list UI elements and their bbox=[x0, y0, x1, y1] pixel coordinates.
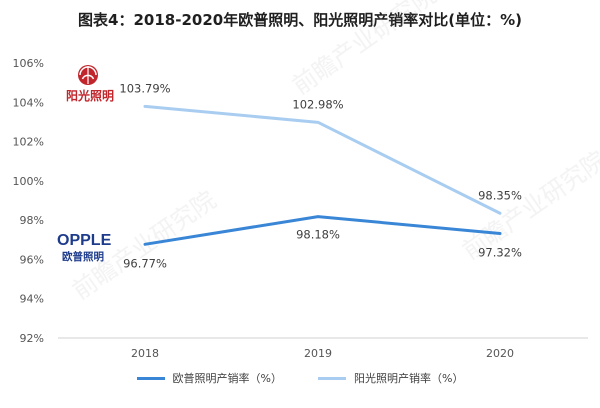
y-tick-label: 98% bbox=[20, 214, 44, 227]
y-tick-label: 94% bbox=[20, 293, 44, 306]
data-label-opple: 98.18% bbox=[296, 228, 340, 242]
y-tick-label: 104% bbox=[13, 96, 44, 109]
data-label-sunshine: 102.98% bbox=[292, 97, 343, 111]
data-labels: 96.77% 98.18% 97.32% 103.79% 102.98% 98.35% bbox=[119, 81, 522, 270]
x-axis: 2018 2019 2020 bbox=[131, 347, 514, 360]
y-tick-label: 96% bbox=[20, 253, 44, 266]
x-tick-label: 2019 bbox=[304, 347, 332, 360]
data-label-opple: 97.32% bbox=[478, 246, 522, 260]
data-label-opple: 96.77% bbox=[123, 256, 167, 270]
legend-item-opple: 欧普照明产销率（%） bbox=[136, 370, 282, 386]
series-line-sunshine bbox=[143, 104, 502, 215]
series-line-opple bbox=[143, 215, 502, 246]
x-tick-label: 2020 bbox=[486, 347, 514, 360]
y-axis: 92% 94% 96% 98% 100% 102% 104% 106% bbox=[13, 57, 44, 345]
y-tick-label: 100% bbox=[13, 175, 44, 188]
legend-label-sunshine: 阳光照明产销率（%） bbox=[354, 372, 464, 385]
x-tick-label: 2018 bbox=[131, 347, 159, 360]
opple-logo-text: OPPLE bbox=[57, 232, 112, 249]
sunshine-logo-text: 阳光照明 bbox=[66, 88, 114, 103]
y-tick-label: 106% bbox=[13, 57, 44, 70]
legend-item-sunshine: 阳光照明产销率（%） bbox=[318, 370, 463, 386]
sunshine-logo: 阳光照明 bbox=[66, 65, 114, 103]
legend-swatch-sunshine bbox=[318, 376, 346, 380]
y-tick-label: 92% bbox=[20, 332, 44, 345]
svg-text:前瞻产业研究院: 前瞻产业研究院 bbox=[287, 0, 441, 100]
legend-label-opple: 欧普照明产销率（%） bbox=[172, 372, 282, 385]
data-label-sunshine: 103.79% bbox=[119, 81, 170, 95]
y-tick-label: 102% bbox=[13, 136, 44, 149]
chart-title: 图表4：2018-2020年欧普照明、阳光照明产销率对比(单位：%) bbox=[78, 11, 522, 29]
data-label-sunshine: 98.35% bbox=[478, 188, 522, 202]
opple-logo: OPPLE 欧普照明 bbox=[57, 232, 112, 263]
series-layer bbox=[143, 104, 502, 246]
legend-swatch-opple bbox=[136, 376, 165, 380]
sunshine-logo-icon bbox=[78, 65, 98, 85]
legend: 欧普照明产销率（%） 阳光照明产销率（%） bbox=[0, 370, 600, 386]
opple-logo-cn-text: 欧普照明 bbox=[62, 250, 104, 263]
